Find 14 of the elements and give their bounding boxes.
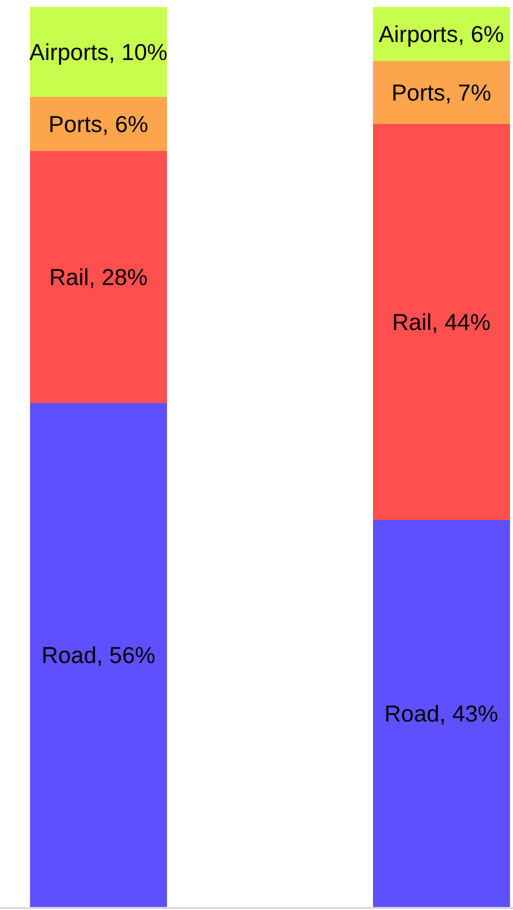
data-label: Rail, 28%	[49, 264, 148, 290]
bar	[30, 403, 167, 907]
data-label: Rail, 44%	[392, 309, 491, 335]
data-label: Road, 43%	[384, 700, 498, 726]
data-label: Ports, 7%	[391, 80, 492, 106]
bar	[30, 151, 167, 403]
bar	[372, 520, 510, 907]
bar	[372, 7, 510, 61]
bar	[30, 97, 167, 151]
bar	[372, 124, 510, 520]
bar	[372, 61, 510, 124]
data-label: Road, 56%	[42, 642, 156, 668]
data-label: Ports, 6%	[48, 111, 148, 137]
data-label: Airports, 6%	[378, 21, 504, 47]
